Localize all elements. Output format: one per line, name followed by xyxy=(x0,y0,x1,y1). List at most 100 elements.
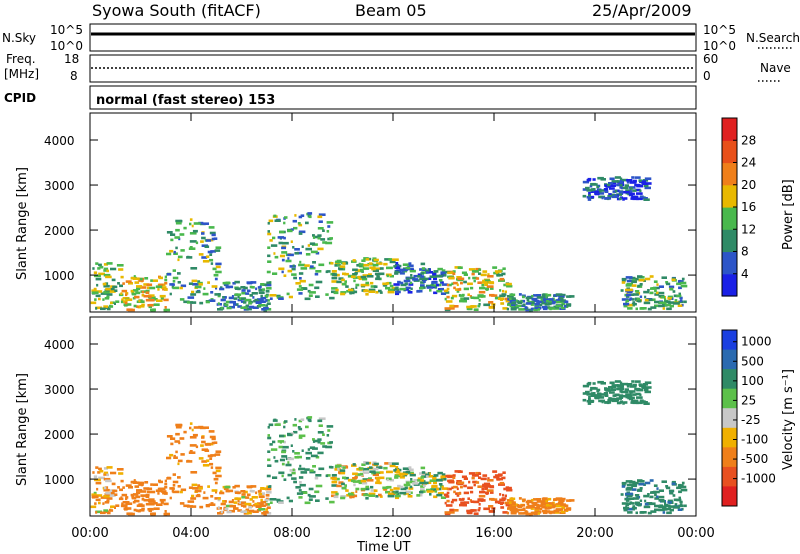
heatmap-cell xyxy=(396,288,400,292)
heatmap-cell xyxy=(635,392,641,396)
heatmap-cell xyxy=(504,494,507,498)
heatmap-cell xyxy=(603,188,608,191)
heatmap-cell xyxy=(136,504,140,507)
heatmap-cell xyxy=(537,512,540,515)
heatmap-cell xyxy=(665,281,669,284)
heatmap-cell xyxy=(452,476,456,479)
heatmap-cell xyxy=(500,302,505,305)
heatmap-cell xyxy=(387,485,392,489)
heatmap-cell xyxy=(672,290,676,293)
heatmap-cell xyxy=(385,490,391,494)
heatmap-cell xyxy=(219,491,225,495)
heatmap-cell xyxy=(372,269,379,272)
heatmap-cell xyxy=(293,430,298,434)
heatmap-cell xyxy=(403,279,411,283)
heatmap-cell xyxy=(329,500,335,504)
heatmap-cell xyxy=(298,232,303,235)
heatmap-cell xyxy=(192,433,198,437)
heatmap-cell xyxy=(94,298,97,301)
heatmap-cell xyxy=(209,231,216,235)
heatmap-cell xyxy=(260,294,263,298)
heatmap-cell xyxy=(210,250,216,253)
heatmap-cell xyxy=(169,453,174,457)
heatmap-cell xyxy=(210,291,214,294)
heatmap-cell xyxy=(612,394,616,397)
heatmap-cell xyxy=(158,480,163,484)
heatmap-cell xyxy=(150,483,153,486)
heatmap-cell xyxy=(604,184,607,187)
heatmap-cell xyxy=(636,401,643,405)
heatmap-cell xyxy=(544,507,550,510)
heatmap-cell xyxy=(332,477,338,481)
heatmap-cell xyxy=(282,241,289,245)
heatmap-cell xyxy=(145,493,150,497)
heatmap-cell xyxy=(112,285,118,289)
heatmap-cell xyxy=(220,298,226,302)
heatmap-cell xyxy=(199,301,204,305)
heatmap-cell xyxy=(338,267,346,271)
heatmap-cell xyxy=(237,295,240,299)
heatmap-cell xyxy=(510,307,517,311)
heatmap-cell xyxy=(365,283,370,287)
heatmap-cell xyxy=(240,286,246,289)
heatmap-cell xyxy=(309,242,316,245)
heatmap-cell xyxy=(668,505,675,508)
heatmap-cell xyxy=(485,287,490,291)
heatmap-cell xyxy=(656,487,659,490)
heatmap-cell xyxy=(383,488,388,491)
heatmap-cell xyxy=(286,496,290,500)
heatmap-cell xyxy=(634,176,641,179)
heatmap-cell xyxy=(134,281,140,284)
heatmap-cell xyxy=(636,388,644,392)
heatmap-cell xyxy=(267,281,271,284)
heatmap-cell xyxy=(237,499,240,503)
heatmap-cell xyxy=(625,505,628,508)
heatmap-cell xyxy=(379,267,384,270)
heatmap-cell xyxy=(426,286,434,289)
heatmap-cell xyxy=(201,440,206,444)
heatmap-cell xyxy=(445,495,450,498)
heatmap-cell xyxy=(240,510,248,513)
heatmap-cell xyxy=(629,492,633,496)
heatmap-cell xyxy=(420,284,425,287)
colorbar-segment xyxy=(722,162,737,186)
heatmap-cell xyxy=(125,497,128,501)
heatmap-cell xyxy=(642,197,648,200)
heatmap-cell xyxy=(514,306,519,309)
heatmap-cell xyxy=(446,487,450,491)
heatmap-cell xyxy=(192,283,199,286)
velocity-heatmap xyxy=(90,380,688,516)
heatmap-cell xyxy=(468,472,476,475)
heatmap-cell xyxy=(375,272,379,276)
heatmap-cell xyxy=(447,475,454,479)
heatmap-cell xyxy=(589,388,593,392)
heatmap-cell xyxy=(298,436,303,439)
heatmap-cell xyxy=(643,184,649,188)
freq-right-tick-top: 60 xyxy=(703,52,718,66)
heatmap-cell xyxy=(137,504,145,507)
heatmap-cell xyxy=(468,480,471,484)
heatmap-cell xyxy=(273,418,277,422)
heatmap-cell xyxy=(456,276,462,279)
heatmap-cell xyxy=(436,479,443,482)
heatmap-cell xyxy=(555,503,562,506)
heatmap-cell xyxy=(283,221,286,225)
heatmap-cell xyxy=(405,286,411,290)
heatmap-cell xyxy=(631,280,637,284)
heatmap-cell xyxy=(121,298,124,301)
heatmap-cell xyxy=(353,279,356,283)
heatmap-cell xyxy=(190,505,197,508)
heatmap-cell xyxy=(283,236,286,240)
heatmap-cell xyxy=(150,279,153,282)
heatmap-cell xyxy=(119,284,123,288)
heatmap-cell xyxy=(208,430,215,433)
heatmap-cell xyxy=(502,289,505,293)
heatmap-cell xyxy=(651,287,655,290)
heatmap-cell xyxy=(621,483,626,487)
heatmap-cell xyxy=(542,500,548,503)
heatmap-cell xyxy=(393,469,396,472)
heatmap-cell xyxy=(202,426,209,429)
heatmap-cell xyxy=(120,479,124,483)
heatmap-cell xyxy=(272,272,278,275)
heatmap-cell xyxy=(114,302,116,305)
